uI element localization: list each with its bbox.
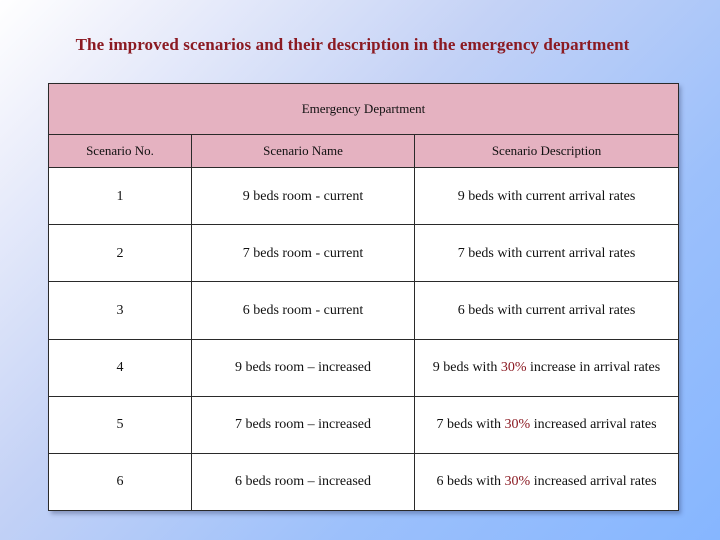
scenario-description-cell: 7 beds with 30% increased arrival rates [413, 395, 680, 454]
description-text-rest: increased arrival rates [530, 474, 657, 490]
description-text: 7 beds with current arrival rates [457, 245, 636, 261]
scenario-description-cell: 9 beds with 30% increase in arrival rate… [413, 338, 680, 397]
scenario-description-cell: 6 beds with current arrival rates [413, 281, 680, 340]
scenario-no-cell: 2 [48, 224, 192, 283]
description-percent: 30% [500, 360, 527, 376]
table-row: 5 7 beds room – increased 7 beds with 30… [48, 395, 680, 454]
description-text: 9 beds with [432, 360, 501, 376]
scenario-description-cell: 7 beds with current arrival rates [413, 224, 680, 283]
scenario-name-cell: 7 beds room – increased [191, 395, 415, 454]
scenario-no-cell: 5 [48, 395, 192, 454]
scenario-name-cell: 9 beds room – increased [191, 338, 415, 397]
table-row: 3 6 beds room - current 6 beds with curr… [48, 281, 680, 340]
scenario-name-cell: 7 beds room - current [191, 224, 415, 283]
scenario-no-cell: 4 [48, 338, 192, 397]
slide-title: The improved scenarios and their descrip… [75, 35, 630, 54]
scenario-description-cell: 9 beds with current arrival rates [413, 167, 680, 226]
column-header-scenario-no: Scenario No. [48, 134, 192, 169]
scenario-table: Emergency Department Scenario No. Scenar… [47, 82, 680, 512]
table-row: 6 6 beds room – increased 6 beds with 30… [48, 452, 680, 512]
scenario-no-cell: 3 [48, 281, 192, 340]
description-text-rest: increase in arrival rates [526, 360, 661, 376]
table-row: 2 7 beds room - current 7 beds with curr… [48, 224, 680, 283]
description-text: 6 beds with [436, 474, 505, 490]
description-text-rest: increased arrival rates [530, 417, 657, 433]
scenario-name-cell: 6 beds room – increased [191, 452, 415, 512]
column-header-scenario-description: Scenario Description [413, 134, 680, 169]
table-group-header: Emergency Department [47, 82, 680, 136]
description-percent: 30% [504, 417, 531, 433]
table-row: 1 9 beds room - current 9 beds with curr… [48, 167, 680, 226]
scenario-no-cell: 6 [48, 452, 192, 512]
description-text: 7 beds with [436, 417, 505, 433]
scenario-name-cell: 9 beds room - current [191, 167, 415, 226]
column-header-scenario-name: Scenario Name [191, 134, 415, 169]
scenario-name-cell: 6 beds room - current [191, 281, 415, 340]
scenario-description-cell: 6 beds with 30% increased arrival rates [413, 452, 680, 512]
description-percent: 30% [504, 474, 531, 490]
description-text: 9 beds with current arrival rates [457, 188, 636, 204]
table-row: 4 9 beds room – increased 9 beds with 30… [48, 338, 680, 397]
scenario-no-cell: 1 [48, 167, 192, 226]
description-text: 6 beds with current arrival rates [457, 302, 636, 318]
